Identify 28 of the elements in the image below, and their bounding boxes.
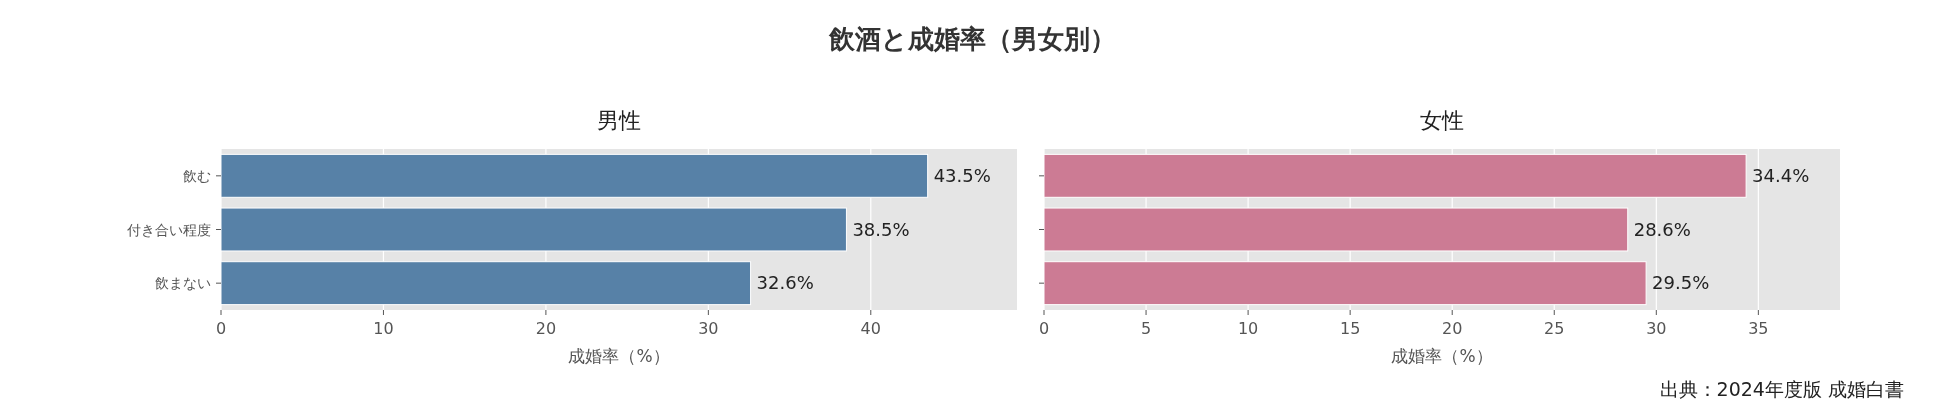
y-tick-label: 飲まない xyxy=(155,275,211,292)
data-label: 43.5% xyxy=(933,164,991,186)
chart-title: 飲酒と成婚率（男女別） xyxy=(827,24,1116,54)
data-label: 34.4% xyxy=(1752,164,1810,186)
x-tick-label: 0 xyxy=(215,319,227,338)
y-tick-label: 飲む xyxy=(183,167,211,184)
x-tick-label: 15 xyxy=(1339,319,1361,338)
x-tick-label: 5 xyxy=(1140,319,1152,338)
source-note: 出典：2024年度版 成婚白書 xyxy=(1659,378,1904,400)
x-tick-label: 30 xyxy=(1646,319,1667,338)
x-tick-label: 30 xyxy=(698,319,719,338)
x-axis-title: 成婚率（%） xyxy=(1391,346,1493,366)
x-tick-label: 25 xyxy=(1544,319,1565,338)
data-label: 28.6% xyxy=(1633,218,1691,240)
x-axis-title: 成婚率（%） xyxy=(568,346,670,366)
data-label: 29.5% xyxy=(1652,272,1710,294)
x-tick-label: 35 xyxy=(1748,319,1769,338)
x-tick-label: 20 xyxy=(535,319,557,338)
x-tick-label: 10 xyxy=(373,319,394,338)
chart-subtitle: 女性 xyxy=(1420,108,1464,133)
data-label: 32.6% xyxy=(756,272,814,294)
x-tick-label: 10 xyxy=(1237,319,1259,338)
x-tick-label: 0 xyxy=(1038,319,1050,338)
x-tick-label: 20 xyxy=(1442,319,1463,338)
x-tick-label: 40 xyxy=(860,319,881,338)
chart-subtitle: 男性 xyxy=(597,108,641,133)
y-tick-label: 付き合い程度 xyxy=(126,221,211,238)
data-label: 38.5% xyxy=(852,218,910,240)
